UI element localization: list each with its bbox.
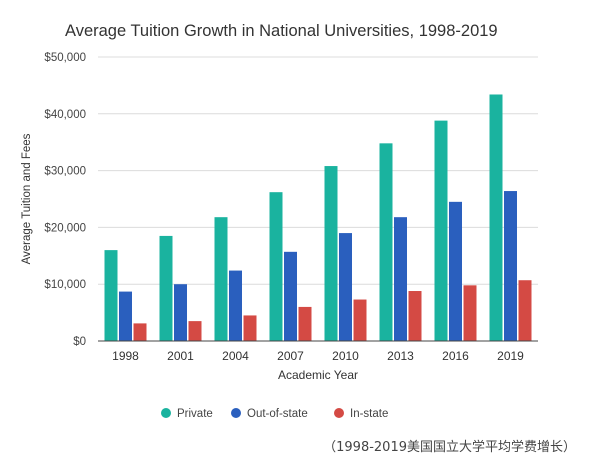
bar-out-of-state-2007: [284, 251, 297, 341]
y-tick-label: $30,000: [44, 166, 86, 178]
bar-out-of-state-2004: [229, 270, 242, 341]
bar-private-2016: [434, 120, 448, 341]
legend-label: In-state: [350, 408, 388, 420]
bar-out-of-state-1998: [119, 291, 132, 341]
legend-marker-in-state: [334, 408, 344, 418]
bar-private-2019: [489, 94, 503, 341]
bar-in-state-2019: [518, 280, 532, 341]
x-axis-ticks: 1998 2001 2004 2007 2010 2013 2016 2019: [112, 349, 524, 363]
bar-in-state-2001: [188, 321, 202, 341]
bar-out-of-state-2019: [504, 191, 517, 341]
y-tick-label: $50,000: [44, 52, 86, 64]
bar-out-of-state-2013: [394, 217, 407, 341]
bar-private-2007: [269, 192, 283, 341]
legend: Private Out-of-state In-state: [161, 408, 388, 420]
x-tick-label: 2016: [442, 349, 469, 363]
bar-in-state-2004: [243, 315, 257, 341]
chart-caption: （1998-2019美国国立大学平均学费增长）: [323, 440, 576, 455]
bar-private-2004: [214, 217, 228, 341]
x-tick-label: 2007: [277, 349, 304, 363]
bar-out-of-state-2001: [174, 284, 187, 341]
y-tick-label: $20,000: [44, 222, 86, 234]
bar-in-state-1998: [133, 323, 147, 341]
legend-label: Private: [177, 408, 213, 420]
x-tick-label: 2004: [222, 349, 249, 363]
x-tick-label: 2019: [497, 349, 524, 363]
chart-title: Average Tuition Growth in National Unive…: [65, 22, 498, 40]
x-tick-label: 2013: [387, 349, 414, 363]
x-axis-label: Academic Year: [278, 368, 358, 382]
y-tick-label: $0: [73, 336, 86, 348]
y-axis-label: Average Tuition and Fees: [21, 133, 33, 264]
x-tick-label: 2001: [167, 349, 194, 363]
y-axis-ticks: $0 $10,000 $20,000 $30,000 $40,000 $50,000: [44, 52, 86, 348]
bar-private-2001: [159, 235, 173, 341]
y-tick-label: $10,000: [44, 279, 86, 291]
gridlines: [98, 56, 538, 285]
bar-private-2010: [324, 166, 338, 341]
legend-marker-private: [161, 408, 171, 418]
bar-private-1998: [104, 250, 118, 341]
x-tick-label: 1998: [112, 349, 139, 363]
legend-marker-out-of-state: [231, 408, 241, 418]
x-tick-label: 2010: [332, 349, 359, 363]
bar-in-state-2007: [298, 306, 312, 341]
legend-label: Out-of-state: [247, 408, 308, 420]
bar-out-of-state-2016: [449, 201, 462, 341]
y-tick-label: $40,000: [44, 109, 86, 121]
bar-out-of-state-2010: [339, 233, 352, 341]
bar-in-state-2016: [463, 285, 477, 341]
bars: [104, 94, 532, 341]
bar-in-state-2013: [408, 291, 422, 341]
bar-in-state-2010: [353, 299, 367, 341]
bar-private-2013: [379, 143, 393, 341]
